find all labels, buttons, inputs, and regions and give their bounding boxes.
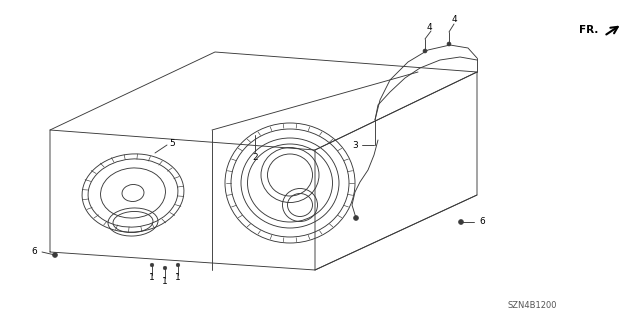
Text: 1: 1 (162, 277, 168, 286)
Circle shape (176, 263, 180, 267)
Circle shape (52, 253, 58, 257)
Text: 5: 5 (169, 138, 175, 147)
Circle shape (353, 216, 358, 220)
Circle shape (163, 266, 167, 270)
Text: SZN4B1200: SZN4B1200 (508, 300, 557, 309)
Circle shape (458, 219, 463, 225)
Text: 6: 6 (31, 248, 37, 256)
Circle shape (423, 49, 427, 53)
Text: 2: 2 (252, 152, 258, 161)
Text: 4: 4 (451, 16, 457, 25)
Circle shape (150, 263, 154, 267)
Circle shape (447, 42, 451, 46)
Text: 3: 3 (352, 140, 358, 150)
Text: 1: 1 (149, 273, 155, 283)
Text: 4: 4 (426, 23, 432, 32)
Text: 1: 1 (175, 273, 181, 283)
Text: FR.: FR. (579, 25, 598, 35)
Text: 6: 6 (479, 218, 485, 226)
